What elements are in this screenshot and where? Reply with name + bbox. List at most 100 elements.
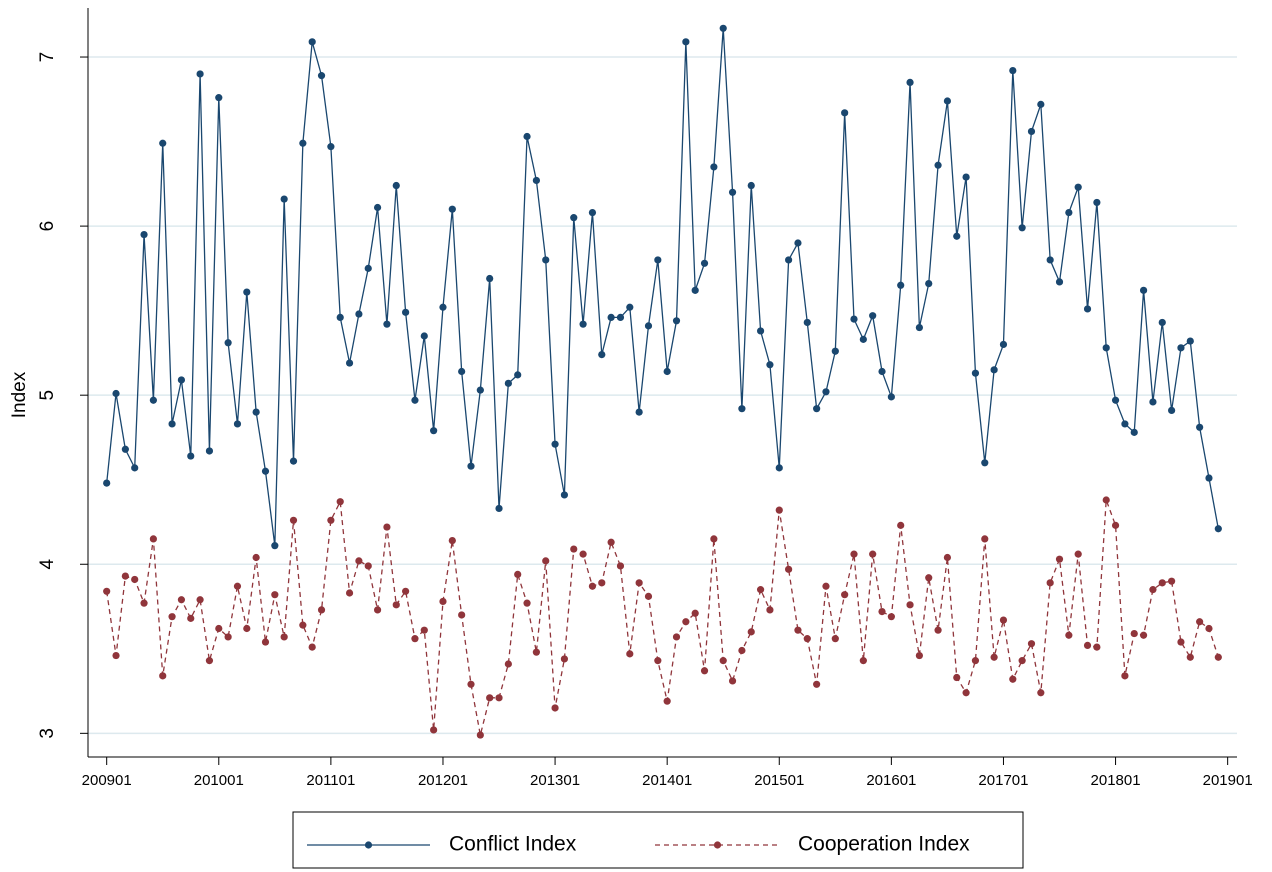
data-point: [570, 214, 578, 222]
data-point: [177, 376, 186, 384]
data-point: [579, 550, 587, 558]
data-point: [728, 188, 737, 196]
data-point: [121, 572, 129, 580]
legend-box: [292, 811, 1024, 869]
data-point: [635, 579, 643, 587]
data-point: [131, 464, 139, 472]
data-point: [626, 650, 634, 658]
data-point: [934, 626, 942, 634]
data-point: [925, 279, 933, 288]
data-point: [915, 323, 923, 332]
data-point: [766, 606, 774, 614]
data-point: [233, 582, 242, 590]
data-point: [177, 596, 186, 604]
data-point: [224, 633, 232, 641]
data-point: [149, 396, 157, 404]
x-tick-label: 201901: [1203, 772, 1253, 789]
legend-label: Conflict Index: [449, 833, 577, 856]
data-point: [560, 491, 569, 499]
data-point: [691, 286, 699, 294]
data-point: [925, 574, 933, 582]
data-point: [289, 457, 298, 465]
data-point: [682, 618, 690, 626]
data-point: [280, 195, 288, 203]
data-point: [850, 550, 858, 558]
legend-marker: [713, 841, 722, 849]
data-point: [140, 599, 148, 607]
series-line: [106, 28, 1219, 546]
data-point: [448, 536, 456, 545]
data-point: [327, 516, 335, 524]
data-point: [458, 611, 466, 619]
data-point: [336, 498, 344, 506]
data-point: [794, 626, 802, 634]
data-point: [1214, 525, 1222, 533]
data-point: [1046, 256, 1054, 264]
data-point: [383, 320, 391, 328]
x-tick-label: 201601: [866, 772, 916, 789]
data-point: [775, 506, 783, 514]
data-point: [168, 420, 176, 428]
data-point: [906, 601, 914, 609]
data-point: [813, 405, 821, 413]
y-axis-label: Index: [9, 371, 30, 418]
data-point: [719, 657, 727, 665]
data-point: [990, 366, 998, 374]
data-point: [252, 553, 260, 562]
data-point: [233, 420, 242, 428]
y-tick-label: 3: [37, 728, 58, 739]
data-point: [1186, 337, 1194, 345]
data-point: [971, 369, 980, 377]
data-point: [112, 389, 120, 398]
data-point: [486, 274, 494, 283]
data-point: [897, 281, 905, 289]
data-point: [663, 697, 671, 705]
data-point: [1158, 579, 1166, 587]
x-tick-label: 200901: [82, 772, 132, 789]
data-point: [495, 504, 503, 513]
data-point: [1009, 675, 1017, 683]
data-point: [869, 312, 877, 320]
x-tick-label: 201101: [306, 772, 355, 789]
data-point: [504, 660, 512, 668]
data-point: [626, 303, 634, 311]
data-point: [523, 132, 531, 141]
data-point: [131, 575, 139, 584]
data-point: [766, 361, 774, 369]
x-tick-label: 201001: [194, 772, 244, 789]
data-point: [271, 591, 279, 599]
data-point: [859, 335, 867, 343]
data-point: [168, 613, 176, 621]
data-point: [1083, 641, 1092, 650]
data-point: [345, 359, 354, 367]
legend-label: Cooperation Index: [798, 833, 970, 856]
data-point: [476, 731, 484, 739]
x-tick-label: 201301: [530, 772, 580, 789]
data-point: [430, 427, 438, 435]
data-point: [607, 538, 615, 546]
data-point: [149, 535, 157, 543]
data-point: [1177, 344, 1185, 352]
x-tick-label: 201701: [978, 772, 1028, 789]
data-point: [121, 445, 129, 453]
data-point: [1093, 643, 1101, 651]
data-point: [392, 181, 400, 190]
data-point: [878, 367, 886, 376]
data-point: [710, 535, 718, 543]
data-point: [1186, 653, 1194, 661]
data-point: [1093, 198, 1101, 207]
data-point: [1168, 406, 1176, 414]
data-point: [1139, 631, 1148, 639]
data-point: [803, 635, 811, 643]
x-tick-label: 201501: [754, 772, 804, 789]
data-point: [990, 653, 998, 661]
data-point: [953, 232, 961, 240]
data-point: [897, 521, 905, 529]
data-point: [654, 657, 662, 665]
data-point: [196, 596, 204, 604]
data-point: [841, 591, 849, 599]
x-tick-label: 201401: [642, 772, 692, 789]
y-tick-label: 7: [37, 52, 58, 63]
